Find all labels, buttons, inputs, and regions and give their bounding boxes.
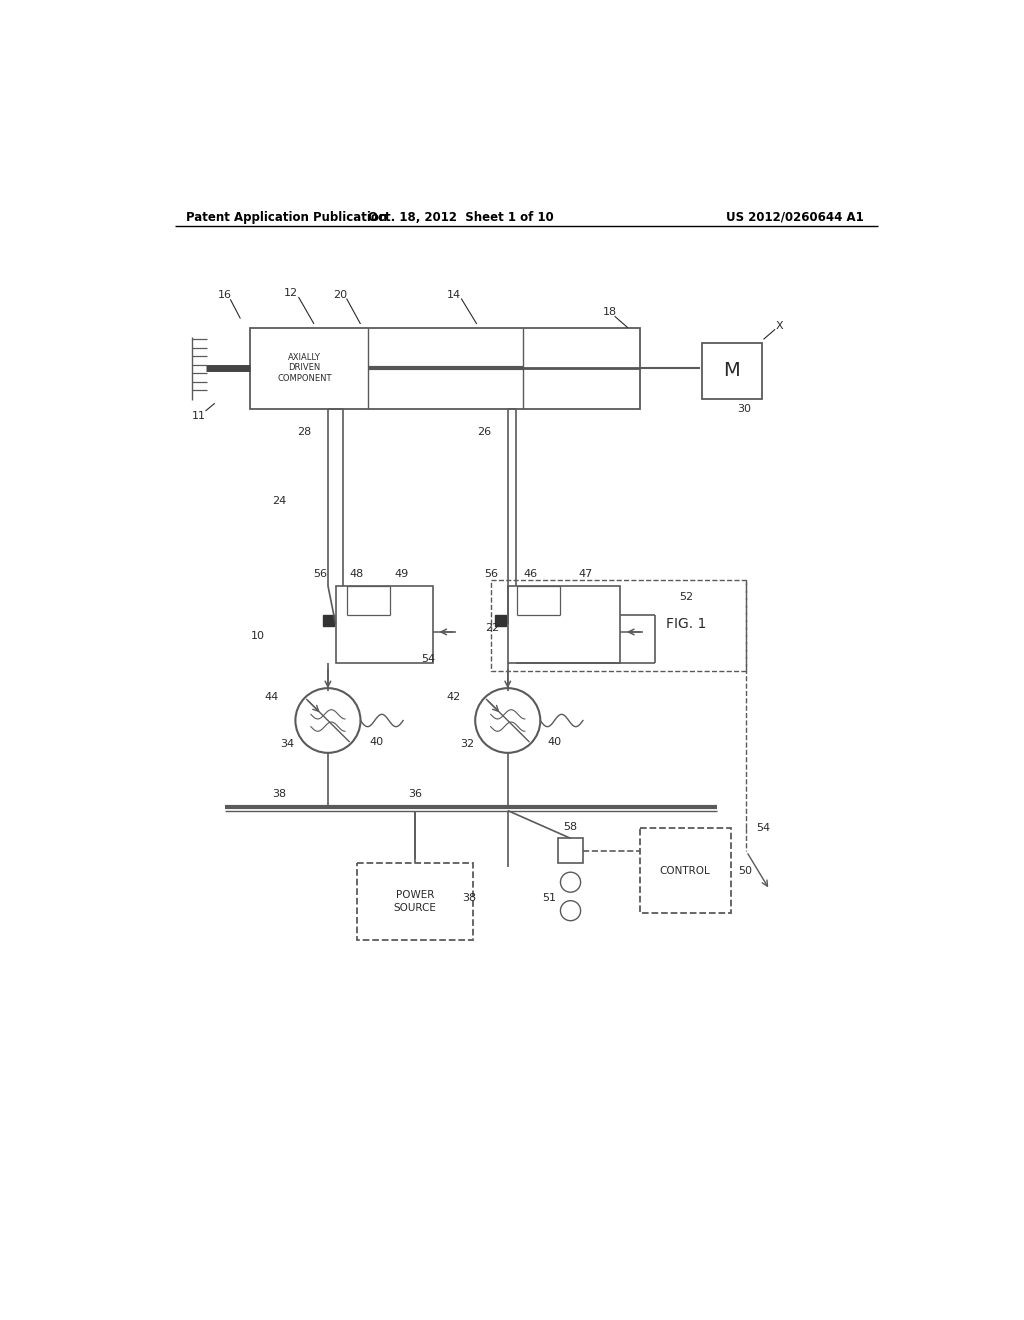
Text: 11: 11 xyxy=(193,412,206,421)
Text: CONTROL: CONTROL xyxy=(659,866,711,875)
Bar xyxy=(336,586,432,663)
Text: Oct. 18, 2012  Sheet 1 of 10: Oct. 18, 2012 Sheet 1 of 10 xyxy=(369,211,554,224)
Text: 52: 52 xyxy=(679,593,693,602)
Text: 34: 34 xyxy=(280,739,294,748)
Text: 56: 56 xyxy=(313,569,328,579)
Text: 36: 36 xyxy=(408,788,422,799)
Text: AXIALLY
DRIVEN
COMPONENT: AXIALLY DRIVEN COMPONENT xyxy=(278,352,332,383)
Bar xyxy=(324,615,334,626)
Text: 28: 28 xyxy=(298,426,312,437)
Bar xyxy=(490,581,746,671)
Bar xyxy=(251,327,640,409)
Text: 20: 20 xyxy=(333,289,347,300)
Text: 54: 54 xyxy=(757,824,771,833)
Text: 44: 44 xyxy=(264,693,279,702)
Text: 26: 26 xyxy=(477,426,492,437)
Text: US 2012/0260644 A1: US 2012/0260644 A1 xyxy=(726,211,864,224)
Text: 32: 32 xyxy=(461,739,474,748)
Bar xyxy=(496,615,506,626)
Text: FIG. 1: FIG. 1 xyxy=(666,618,707,631)
Text: 12: 12 xyxy=(284,288,298,298)
Text: 16: 16 xyxy=(218,290,231,301)
Text: 38: 38 xyxy=(272,788,286,799)
Text: 38: 38 xyxy=(462,892,476,903)
Text: 58: 58 xyxy=(563,822,578,832)
Text: 49: 49 xyxy=(394,569,409,579)
Text: 54: 54 xyxy=(422,653,436,664)
Bar xyxy=(558,838,583,863)
Text: 47: 47 xyxy=(579,569,592,579)
Text: X: X xyxy=(775,321,782,331)
Text: M: M xyxy=(723,362,740,380)
Text: 30: 30 xyxy=(737,404,752,413)
Text: 40: 40 xyxy=(369,737,383,747)
Text: 48: 48 xyxy=(349,569,364,579)
Text: 56: 56 xyxy=(483,569,498,579)
Text: 51: 51 xyxy=(542,892,556,903)
Bar xyxy=(508,586,621,663)
Text: 42: 42 xyxy=(446,693,461,702)
Text: 50: 50 xyxy=(738,866,752,875)
Text: Patent Application Publication: Patent Application Publication xyxy=(186,211,387,224)
Text: 24: 24 xyxy=(272,496,287,506)
Text: 40: 40 xyxy=(547,737,561,747)
Bar xyxy=(640,829,731,913)
Bar xyxy=(356,863,473,940)
Text: 46: 46 xyxy=(524,569,538,579)
Text: 10: 10 xyxy=(251,631,265,640)
Text: 14: 14 xyxy=(446,289,461,300)
Text: 18: 18 xyxy=(603,308,617,317)
Text: POWER
SOURCE: POWER SOURCE xyxy=(393,890,436,913)
Bar xyxy=(701,343,762,399)
Text: 22: 22 xyxy=(485,623,500,634)
